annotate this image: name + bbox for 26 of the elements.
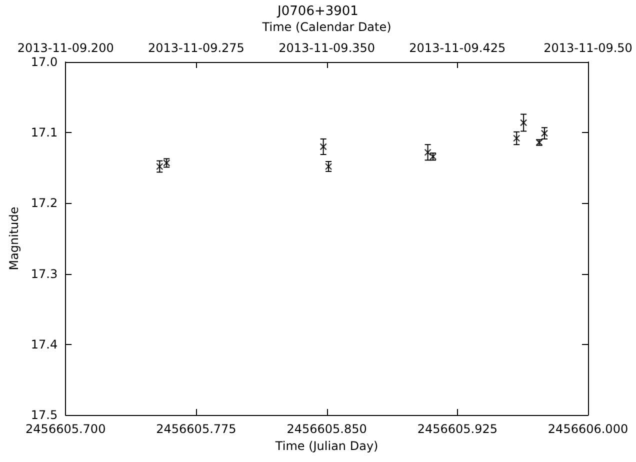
point bbox=[424, 148, 432, 156]
x2-tick-label: 2013-11-09.350 bbox=[278, 41, 376, 55]
y-tick-label: 17.5 bbox=[30, 408, 58, 422]
x-tick-label: 2456605.775 bbox=[156, 422, 236, 436]
x2-tick-label: 2013-11-09.275 bbox=[148, 41, 244, 55]
x-tick-label: 2456606.000 bbox=[548, 422, 628, 436]
point bbox=[520, 119, 528, 126]
x-axis-title: Time (Julian Day) bbox=[274, 438, 378, 453]
y-tick-label: 17.1 bbox=[30, 126, 58, 140]
y-tick-label: 17.2 bbox=[30, 196, 58, 210]
y-tick-label: 17.3 bbox=[30, 266, 58, 281]
point bbox=[320, 143, 327, 150]
point bbox=[156, 162, 164, 170]
chart-title: J0706+3901 bbox=[276, 4, 358, 19]
point bbox=[513, 134, 520, 142]
x2-tick-label: 2013-11-09.50 bbox=[544, 41, 632, 55]
y-tick-label: 17.4 bbox=[30, 337, 58, 352]
x2-tick-label: 2013-11-09.200 bbox=[17, 41, 114, 55]
x-tick-label: 2456605.925 bbox=[417, 422, 498, 436]
point bbox=[540, 130, 548, 137]
x2-axis-title: Time (Calendar Date) bbox=[261, 20, 392, 34]
y-tick-label: 17.0 bbox=[30, 55, 58, 69]
x-tick-label: 2456605.700 bbox=[26, 422, 106, 436]
y-axis-title: Magnitude bbox=[7, 206, 21, 270]
x-tick-label: 2456605.850 bbox=[286, 422, 367, 436]
x2-tick-label: 2013-11-09.425 bbox=[409, 41, 506, 55]
